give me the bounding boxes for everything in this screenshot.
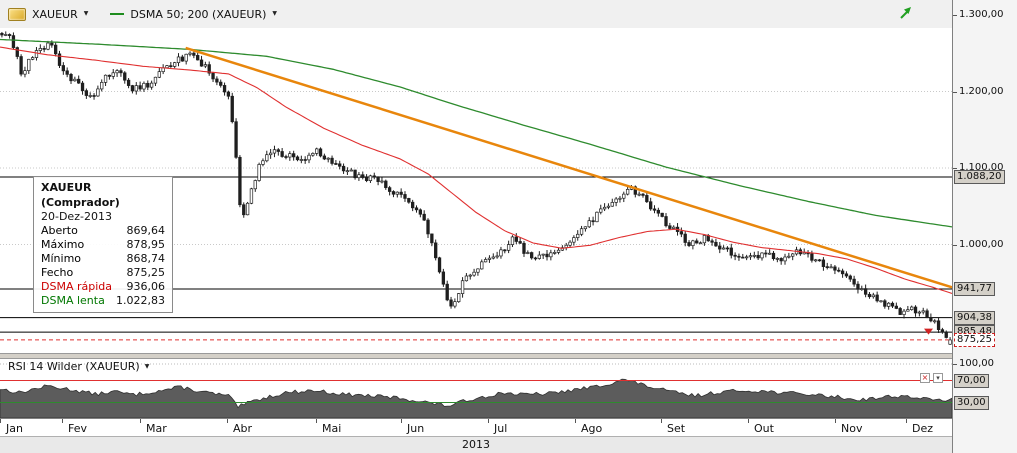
month-tick [488, 419, 489, 423]
month-label: Set [667, 422, 686, 435]
tooltip-rows: Aberto 869,64 Máximo 878,95 Mínimo 868,74 Fech… [41, 224, 165, 308]
month-tick [401, 419, 402, 423]
symbol-selector[interactable]: XAUEUR [32, 7, 78, 21]
month-label: Fev [68, 422, 88, 435]
dsma-fast-line [0, 46, 952, 295]
instrument-icon[interactable] [8, 7, 26, 21]
month-label: Dez [912, 422, 934, 435]
arrow-head [904, 7, 911, 14]
dsma-slow-line [0, 38, 952, 228]
rsi-plot[interactable] [0, 359, 952, 418]
month-label: Out [754, 422, 774, 435]
price-level-label: 30,00 [954, 396, 989, 410]
tooltip-row: Aberto 869,64 [41, 224, 165, 237]
chart-toolbar: XAUEUR ▼ DSMA 50; 200 (XAUEUR) ▼ [0, 0, 952, 28]
time-axis-border [0, 418, 1017, 419]
month-tick [62, 419, 63, 423]
axis-tick [953, 168, 957, 169]
price-tick-label: 1.200,00 [959, 86, 1004, 97]
tooltip-row: Mínimo 868,74 [41, 252, 165, 265]
price-chart-area[interactable]: XAUEUR (Comprador) 20-Dez-2013 Aberto 869… [0, 28, 952, 353]
indicator-selector[interactable]: DSMA 50; 200 (XAUEUR) [130, 7, 267, 21]
axis-tick [953, 15, 957, 16]
dsma-legend-dash-icon [110, 13, 125, 15]
panel-splitter[interactable] [0, 353, 1017, 359]
price-axis[interactable]: 1.300,00 1.200,00 1.100,00 1.000,00 1.088,20… [952, 0, 1017, 453]
rsi-area [0, 378, 952, 418]
month-tick [835, 419, 836, 423]
month-tick [661, 419, 662, 423]
price-level-label: 941,77 [954, 282, 995, 296]
tooltip-row: Máximo 878,95 [41, 238, 165, 251]
descending-trendline [185, 46, 952, 289]
month-tick [906, 419, 907, 423]
axis-tick [953, 245, 957, 246]
price-tick-label: 1.100,00 [959, 162, 1004, 173]
tooltip-date: 20-Dez-2013 [41, 210, 112, 223]
price-tick-label: 1.000,00 [959, 239, 1004, 250]
tooltip-title: XAUEUR (Comprador) [41, 181, 120, 209]
month-label: Abr [233, 422, 253, 435]
price-level-label: 1.088,20 [954, 170, 1005, 184]
rsi-menu-icon[interactable]: ▾ [933, 373, 943, 383]
month-tick [575, 419, 576, 423]
month-label: Jan [6, 422, 23, 435]
tooltip-row: DSMA rápida 936,06 [41, 280, 165, 293]
indicator-dropdown-caret-icon[interactable]: ▼ [272, 10, 278, 17]
month-tick [0, 419, 1, 423]
price-level-label: 904,38 [954, 311, 995, 325]
price-tick-label: 1.300,00 [959, 9, 1004, 20]
month-label: Nov [841, 422, 863, 435]
month-label: Jun [407, 422, 425, 435]
month-label: Mai [322, 422, 342, 435]
symbol-dropdown-caret-icon[interactable]: ▼ [83, 10, 89, 17]
price-tick-label: 100,00 [959, 358, 994, 369]
month-label: Ago [581, 422, 603, 435]
month-tick [227, 419, 228, 423]
axis-tick [953, 92, 957, 93]
month-tick [316, 419, 317, 423]
data-window: XAUEUR (Comprador) 20-Dez-2013 Aberto 869… [33, 176, 173, 313]
month-label: Mar [146, 422, 167, 435]
tooltip-row: Fecho 875,25 [41, 266, 165, 279]
year-axis: 2013 [0, 436, 952, 453]
price-level-label: 875,25 [954, 333, 995, 347]
scroll-to-latest-icon[interactable] [898, 5, 916, 23]
tooltip-row: DSMA lenta 1.022,83 [41, 294, 165, 307]
time-axis[interactable]: Jan Fev Mar Abr Mai Jun Jul Ago Set Out Nov Dez [0, 419, 952, 436]
rsi-dropdown-caret-icon[interactable]: ▼ [144, 362, 150, 370]
month-tick [748, 419, 749, 423]
month-tick [140, 419, 141, 423]
rsi-indicator-label[interactable]: RSI 14 Wilder (XAUEUR) [8, 360, 140, 373]
rsi-panel[interactable]: RSI 14 Wilder (XAUEUR) ▼ × ▾ [0, 359, 952, 418]
price-level-label: 70,00 [954, 374, 989, 388]
sell-marker-icon [924, 328, 933, 335]
month-label: Jul [494, 422, 508, 435]
rsi-close-icon[interactable]: × [920, 373, 930, 383]
axis-tick [953, 364, 957, 365]
year-label: 2013 [462, 438, 490, 451]
